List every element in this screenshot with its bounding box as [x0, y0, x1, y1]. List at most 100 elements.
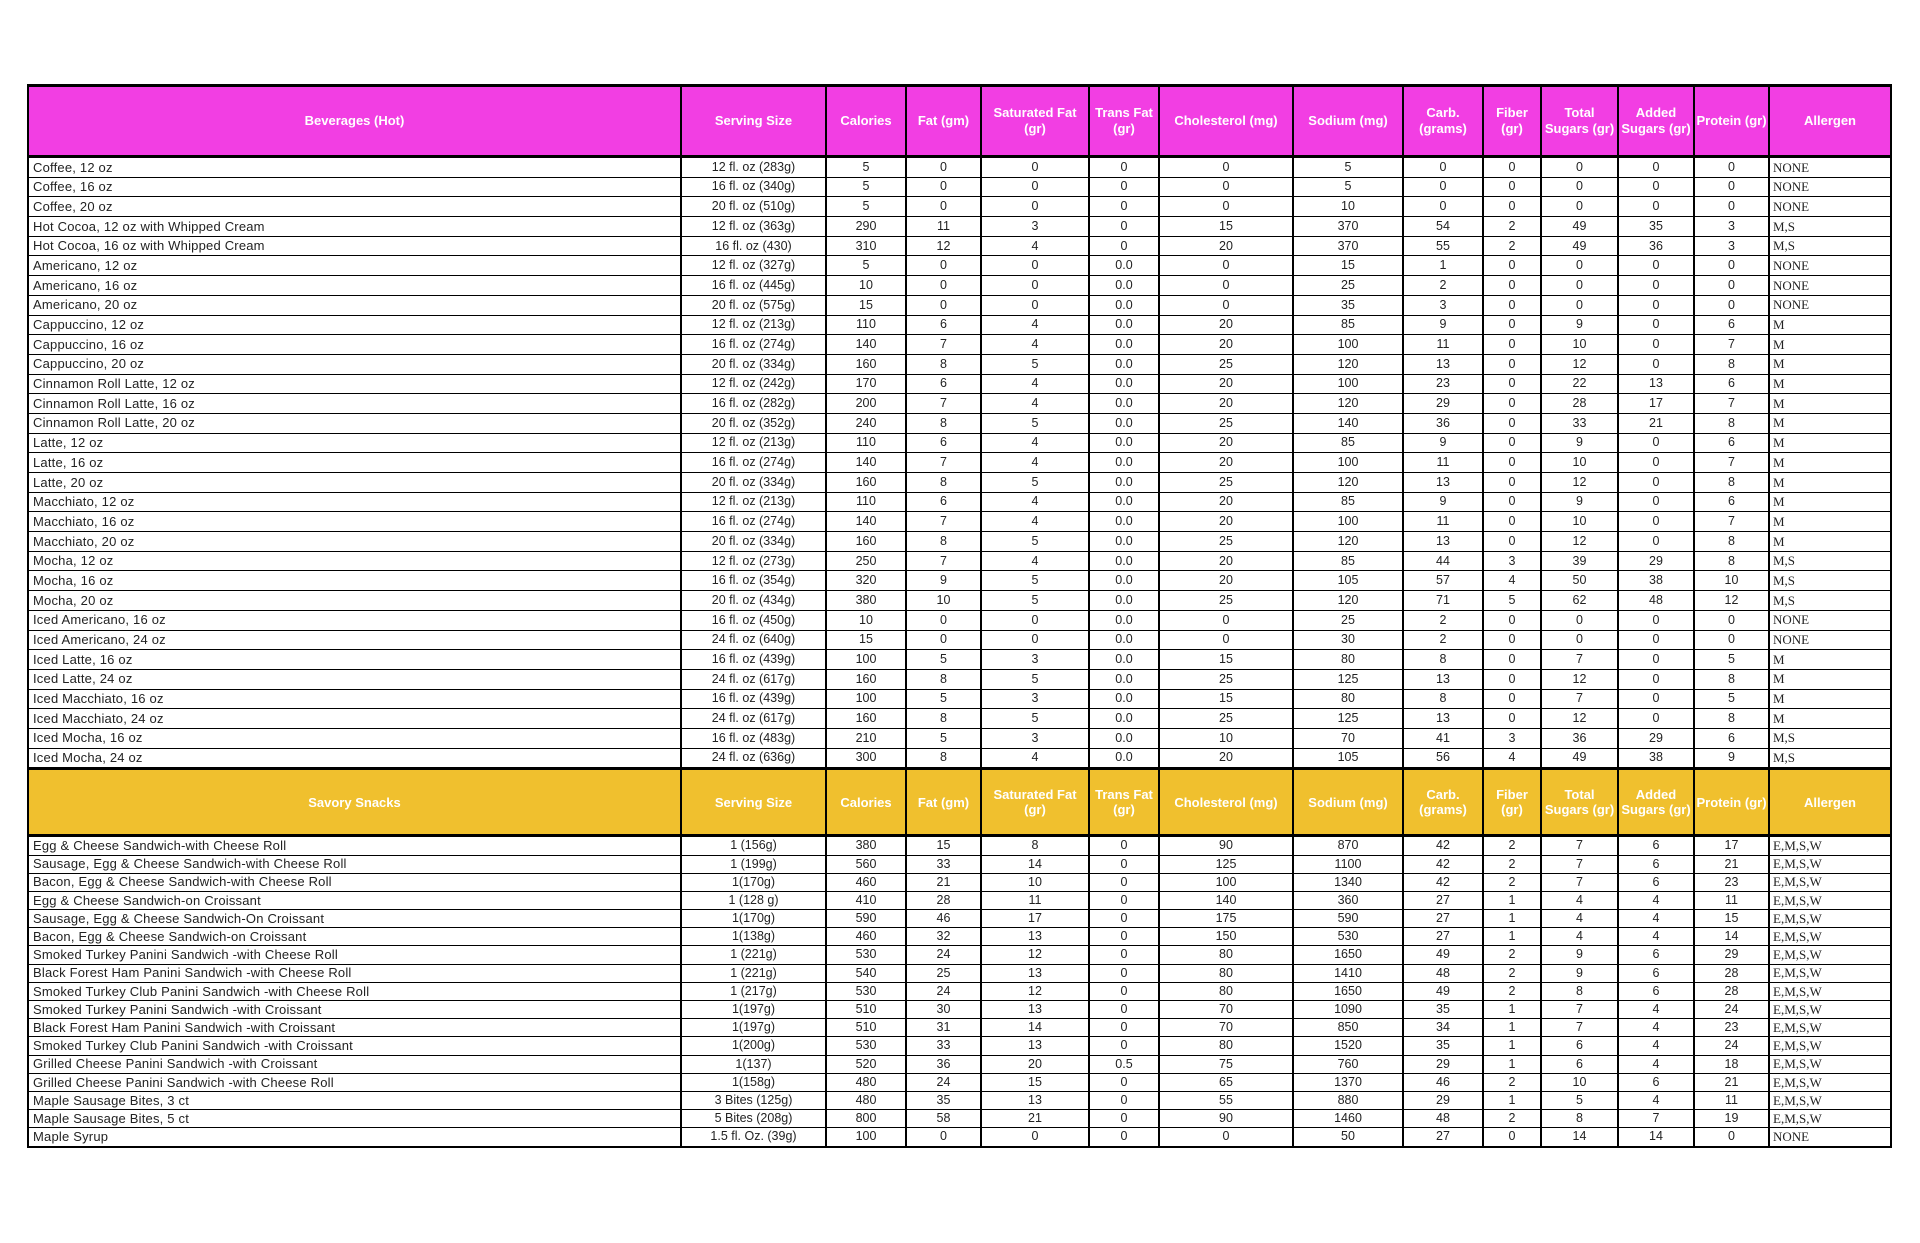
cell-saturated-fat-gr: 15	[980, 1072, 1090, 1092]
table-row: Grilled Cheese Panini Sandwich -with Che…	[27, 1072, 1892, 1092]
table-row: Americano, 12 oz 12 fl. oz (327g) 5 0 0 0.0 0 1…	[27, 255, 1892, 277]
cell-fiber-gr: 0	[1482, 1127, 1542, 1147]
cell-fat-gm: 33	[905, 854, 982, 874]
cell-trans-fat-gr: 0.0	[1088, 649, 1160, 670]
cell-total-sugars-gr: 0	[1540, 294, 1619, 316]
cell-item: Coffee, 20 oz	[27, 196, 682, 218]
cell-carb-grams: 11	[1402, 511, 1484, 533]
table-row: Egg & Cheese Sandwich-on Croissant 1 (128…	[27, 890, 1892, 911]
cell-calories: 160	[825, 353, 907, 375]
cell-saturated-fat-gr: 4	[980, 550, 1090, 572]
cell-calories: 200	[825, 393, 907, 414]
cell-serving-size: 20 fl. oz (334g)	[680, 531, 827, 552]
cell-total-sugars-gr: 12	[1540, 708, 1619, 729]
cell-item: Smoked Turkey Club Panini Sandwich -with…	[27, 1036, 682, 1056]
cell-serving-size: 16 fl. oz (282g)	[680, 393, 827, 414]
column-header-saturated-fat-gr: Saturated Fat (gr)	[980, 767, 1090, 838]
cell-added-sugars-gr: 0	[1617, 432, 1695, 454]
cell-added-sugars-gr: 0	[1617, 609, 1695, 631]
cell-sodium-mg: 100	[1292, 373, 1404, 395]
cell-carb-grams: 29	[1402, 1090, 1484, 1111]
cell-fiber-gr: 0	[1482, 452, 1542, 473]
cell-serving-size: 24 fl. oz (617g)	[680, 668, 827, 690]
cell-cholesterol-mg: 0	[1158, 196, 1294, 218]
table-row: Maple Syrup 1.5 fl. Oz. (39g) 100 0 0 0 0 50 27 0…	[27, 1127, 1892, 1147]
cell-trans-fat-gr: 0.0	[1088, 255, 1160, 277]
cell-serving-size: 16 fl. oz (445g)	[680, 275, 827, 296]
section-title: Savory Snacks	[27, 767, 682, 838]
cell-fiber-gr: 0	[1482, 393, 1542, 414]
cell-added-sugars-gr: 21	[1617, 412, 1695, 434]
cell-trans-fat-gr: 0	[1088, 196, 1160, 218]
cell-cholesterol-mg: 25	[1158, 472, 1294, 493]
cell-trans-fat-gr: 0	[1088, 890, 1160, 911]
cell-saturated-fat-gr: 13	[980, 1090, 1090, 1111]
cell-serving-size: 1(197g)	[680, 1018, 827, 1038]
cell-added-sugars-gr: 48	[1617, 590, 1695, 611]
cell-fat-gm: 31	[905, 1018, 982, 1038]
cell-fat-gm: 33	[905, 1036, 982, 1056]
table-row: Hot Cocoa, 12 oz with Whipped Cream 12 fl…	[27, 216, 1892, 237]
cell-total-sugars-gr: 7	[1540, 649, 1619, 670]
cell-protein-gr: 7	[1693, 393, 1770, 414]
cell-fat-gm: 6	[905, 314, 982, 336]
cell-item: Macchiato, 20 oz	[27, 531, 682, 552]
cell-allergen: M	[1768, 353, 1892, 375]
table-row: Egg & Cheese Sandwich-with Cheese Roll 1 …	[27, 835, 1892, 856]
cell-saturated-fat-gr: 20	[980, 1054, 1090, 1074]
cell-fat-gm: 9	[905, 570, 982, 592]
cell-allergen: NONE	[1768, 275, 1892, 296]
cell-carb-grams: 11	[1402, 452, 1484, 473]
cell-trans-fat-gr: 0.0	[1088, 570, 1160, 592]
cell-cholesterol-mg: 20	[1158, 373, 1294, 395]
cell-trans-fat-gr: 0.0	[1088, 294, 1160, 316]
cell-fiber-gr: 0	[1482, 156, 1542, 178]
cell-saturated-fat-gr: 4	[980, 314, 1090, 336]
cell-protein-gr: 6	[1693, 491, 1770, 513]
cell-cholesterol-mg: 90	[1158, 835, 1294, 856]
cell-added-sugars-gr: 0	[1617, 156, 1695, 178]
cell-allergen: M	[1768, 531, 1892, 552]
cell-fiber-gr: 0	[1482, 314, 1542, 336]
cell-allergen: M	[1768, 649, 1892, 670]
cell-total-sugars-gr: 4	[1540, 927, 1619, 947]
cell-sodium-mg: 80	[1292, 649, 1404, 670]
cell-sodium-mg: 370	[1292, 235, 1404, 257]
cell-fiber-gr: 0	[1482, 255, 1542, 277]
cell-item: Iced Latte, 16 oz	[27, 649, 682, 670]
cell-sodium-mg: 360	[1292, 890, 1404, 911]
cell-sodium-mg: 85	[1292, 314, 1404, 336]
cell-cholesterol-mg: 80	[1158, 945, 1294, 965]
table-row: Cinnamon Roll Latte, 16 oz 16 fl. oz (282…	[27, 393, 1892, 414]
cell-added-sugars-gr: 6	[1617, 854, 1695, 874]
cell-trans-fat-gr: 0	[1088, 945, 1160, 965]
cell-fiber-gr: 2	[1482, 945, 1542, 965]
cell-sodium-mg: 590	[1292, 909, 1404, 929]
cell-trans-fat-gr: 0.0	[1088, 353, 1160, 375]
cell-trans-fat-gr: 0.0	[1088, 688, 1160, 710]
cell-fiber-gr: 2	[1482, 235, 1542, 257]
cell-added-sugars-gr: 4	[1617, 890, 1695, 911]
cell-trans-fat-gr: 0.0	[1088, 334, 1160, 355]
table-row: Black Forest Ham Panini Sandwich -with C…	[27, 1018, 1892, 1038]
cell-carb-grams: 57	[1402, 570, 1484, 592]
cell-calories: 160	[825, 708, 907, 729]
cell-item: Sausage, Egg & Cheese Sandwich-with Chee…	[27, 854, 682, 874]
cell-allergen: M,S	[1768, 216, 1892, 237]
table-row: Cinnamon Roll Latte, 20 oz 20 fl. oz (352…	[27, 412, 1892, 434]
cell-cholesterol-mg: 125	[1158, 854, 1294, 874]
cell-total-sugars-gr: 7	[1540, 1018, 1619, 1038]
cell-fat-gm: 0	[905, 294, 982, 316]
cell-allergen: NONE	[1768, 255, 1892, 277]
cell-calories: 250	[825, 550, 907, 572]
cell-carb-grams: 9	[1402, 491, 1484, 513]
cell-total-sugars-gr: 49	[1540, 216, 1619, 237]
cell-carb-grams: 3	[1402, 294, 1484, 316]
cell-serving-size: 1(158g)	[680, 1072, 827, 1092]
cell-serving-size: 16 fl. oz (274g)	[680, 452, 827, 473]
cell-trans-fat-gr: 0.0	[1088, 491, 1160, 513]
cell-saturated-fat-gr: 5	[980, 708, 1090, 729]
cell-protein-gr: 5	[1693, 688, 1770, 710]
cell-cholesterol-mg: 20	[1158, 511, 1294, 533]
cell-sodium-mg: 15	[1292, 255, 1404, 277]
